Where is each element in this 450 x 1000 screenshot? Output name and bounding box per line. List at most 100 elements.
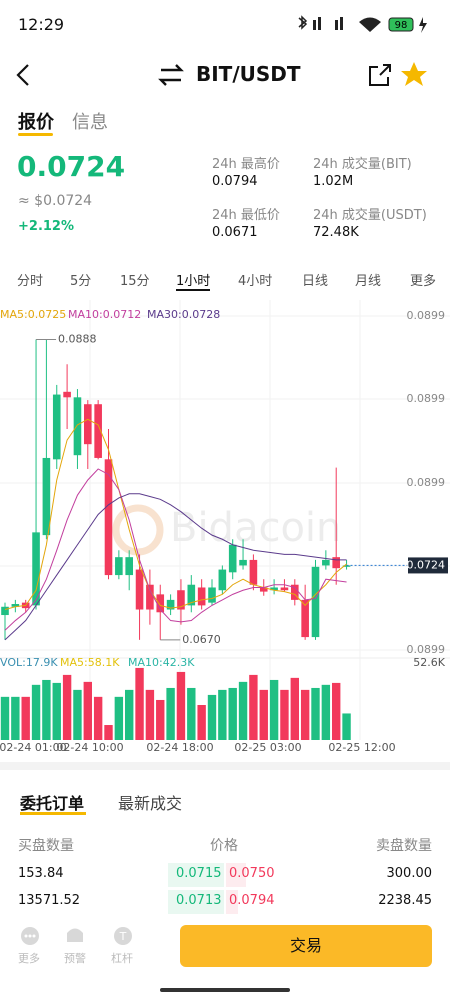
trade-button[interactable]: 交易 — [180, 925, 432, 967]
volume-bar — [218, 689, 227, 740]
nav-label[interactable]: 杠杆 — [111, 952, 133, 965]
candle-body — [322, 559, 330, 566]
volume-bar — [280, 689, 289, 740]
volume-bar — [83, 681, 92, 740]
ask-price: 0.0794 — [229, 893, 275, 908]
divider — [0, 762, 450, 770]
interval[interactable]: 5分 — [70, 274, 92, 289]
volume-bar — [125, 689, 134, 740]
stat-value: 0.0794 — [212, 174, 258, 189]
ask-qty: 2238.45 — [378, 893, 432, 908]
candle-body — [84, 404, 92, 445]
volume-bar — [145, 689, 155, 740]
back[interactable] — [16, 64, 29, 86]
axis-label: 0.0899 — [407, 392, 446, 405]
stat-label: 24h 最高价 — [212, 157, 280, 172]
volume-bar — [42, 679, 51, 740]
volume-bar — [176, 671, 186, 740]
volume-bar — [332, 682, 341, 740]
axis-label: 0.0899 — [407, 309, 446, 322]
candle-body — [166, 599, 175, 610]
candle-body — [125, 557, 133, 576]
favorite[interactable] — [401, 62, 427, 86]
ask-depth — [226, 890, 238, 914]
interval[interactable]: 分时 — [17, 274, 44, 289]
x-label: 02-24 18:00 — [146, 741, 213, 754]
tab-underline — [18, 133, 53, 136]
ma-line — [4, 468, 347, 631]
bid-depth — [168, 863, 224, 887]
candle-body — [115, 557, 123, 576]
candle-body — [32, 532, 40, 606]
vol-legend: MA10:42.3K — [128, 656, 195, 669]
candle-body — [177, 590, 185, 610]
col-header: 买盘数量 — [18, 838, 74, 854]
volume-bar — [156, 699, 165, 740]
tab[interactable]: 信息 — [72, 112, 108, 133]
volume-bar — [207, 694, 217, 740]
stat-label: 24h 成交量(USDT) — [313, 208, 427, 223]
bottom-icons: T — [21, 927, 132, 945]
bid-price: 0.0715 — [176, 866, 222, 881]
volume-bar — [114, 696, 124, 740]
volume-bar — [290, 677, 299, 740]
axis-label: 0.0899 — [407, 476, 446, 489]
ask-depth — [226, 863, 246, 887]
share[interactable] — [369, 64, 391, 86]
candle-body — [146, 584, 154, 610]
volume-bar — [73, 689, 82, 740]
interval[interactable]: 日线 — [302, 274, 329, 289]
tab[interactable]: 委托订单 — [20, 794, 85, 813]
candle-body — [208, 587, 216, 603]
interval[interactable]: 4小时 — [238, 274, 273, 289]
volume-bar — [31, 684, 41, 740]
interval[interactable]: 更多 — [410, 274, 437, 289]
tab-underline — [20, 812, 86, 815]
volume-bar — [187, 687, 196, 740]
stat-value: 0.0671 — [212, 225, 258, 240]
tab[interactable]: 报价 — [18, 112, 54, 133]
volume-bar — [321, 684, 331, 740]
candle-body — [259, 587, 268, 592]
ma-line — [4, 418, 347, 611]
candle-body — [1, 606, 9, 616]
volume-bar — [269, 679, 279, 740]
vol-legend: MA5:58.1K — [60, 656, 120, 669]
bid-price: 0.0713 — [176, 893, 222, 908]
max-label: 0.0888 — [58, 332, 97, 345]
x-label: 02-25 03:00 — [234, 741, 301, 754]
volume-bar — [11, 696, 20, 740]
ma-legend: MA10:0.0712 — [68, 308, 141, 321]
candle-body — [291, 584, 299, 600]
interval-underline — [176, 289, 210, 291]
col-header: 卖盘数量 — [376, 838, 432, 854]
nav-label[interactable]: 更多 — [18, 952, 40, 965]
x-label: 02-24 10:00 — [56, 741, 123, 754]
ma-legend: MA30:0.0728 — [147, 308, 220, 321]
volume-bar — [52, 682, 61, 740]
candle-body — [104, 459, 113, 576]
tab[interactable]: 最新成交 — [118, 794, 183, 813]
current-price-box — [408, 557, 448, 574]
volume-bar — [249, 674, 258, 740]
candle-body — [11, 604, 20, 607]
candle-body — [311, 566, 320, 638]
interval[interactable]: 1小时 — [176, 274, 211, 289]
volume-bar — [135, 667, 144, 740]
header-icons — [16, 62, 427, 86]
kline-chart: Bidacoin MA5:0.0725 MA10:0.0712 MA30:0.0728… — [0, 300, 450, 754]
stat-label: 24h 最低价 — [212, 208, 280, 223]
interval[interactable]: 月线 — [355, 274, 382, 289]
volume-bar — [197, 705, 206, 740]
candle-body — [135, 569, 144, 610]
ma-legend: MA5:0.0725 — [0, 308, 66, 321]
candle-body — [239, 559, 247, 566]
volume-bar — [342, 713, 351, 740]
stat-value: 1.02M — [313, 174, 354, 189]
interval[interactable]: 15分 — [120, 274, 150, 289]
volume-bar — [62, 674, 72, 740]
nav-label[interactable]: 预警 — [64, 952, 86, 965]
usd-price: ≈ $0.0724 — [18, 193, 93, 209]
status-icons: 98 — [298, 15, 427, 33]
